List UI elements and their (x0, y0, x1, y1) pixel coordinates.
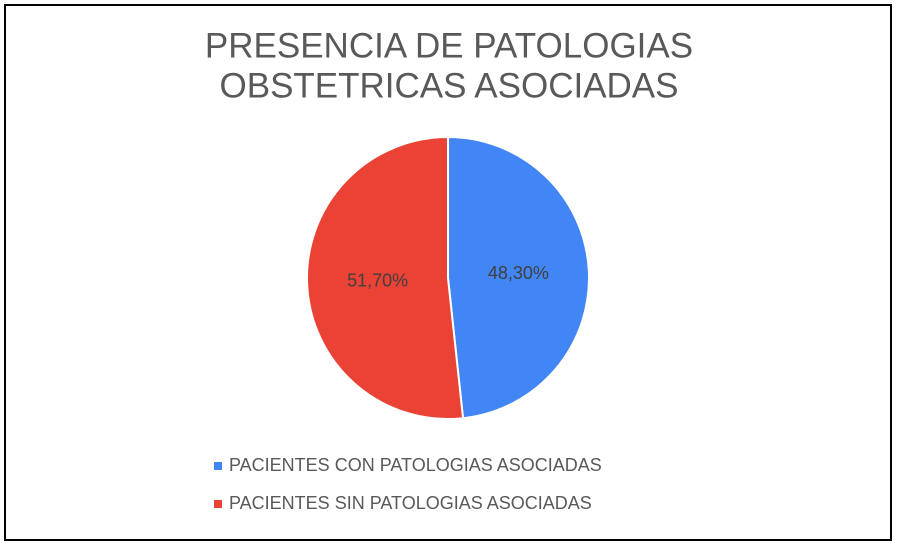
chart-title: PRESENCIA DE PATOLOGIAS (205, 26, 693, 65)
pie-slice (306, 135, 465, 420)
data-label: 48,30% (488, 263, 549, 283)
legend-swatch (214, 500, 222, 508)
legend-label: PACIENTES CON PATOLOGIAS ASOCIADAS (229, 455, 602, 475)
legend-label: PACIENTES SIN PATOLOGIAS ASOCIADAS (229, 493, 592, 513)
pie-slice (447, 135, 590, 420)
data-label: 51,70% (347, 271, 408, 291)
legend-swatch (214, 462, 222, 470)
chart-title: OBSTETRICAS ASOCIADAS (220, 66, 679, 105)
